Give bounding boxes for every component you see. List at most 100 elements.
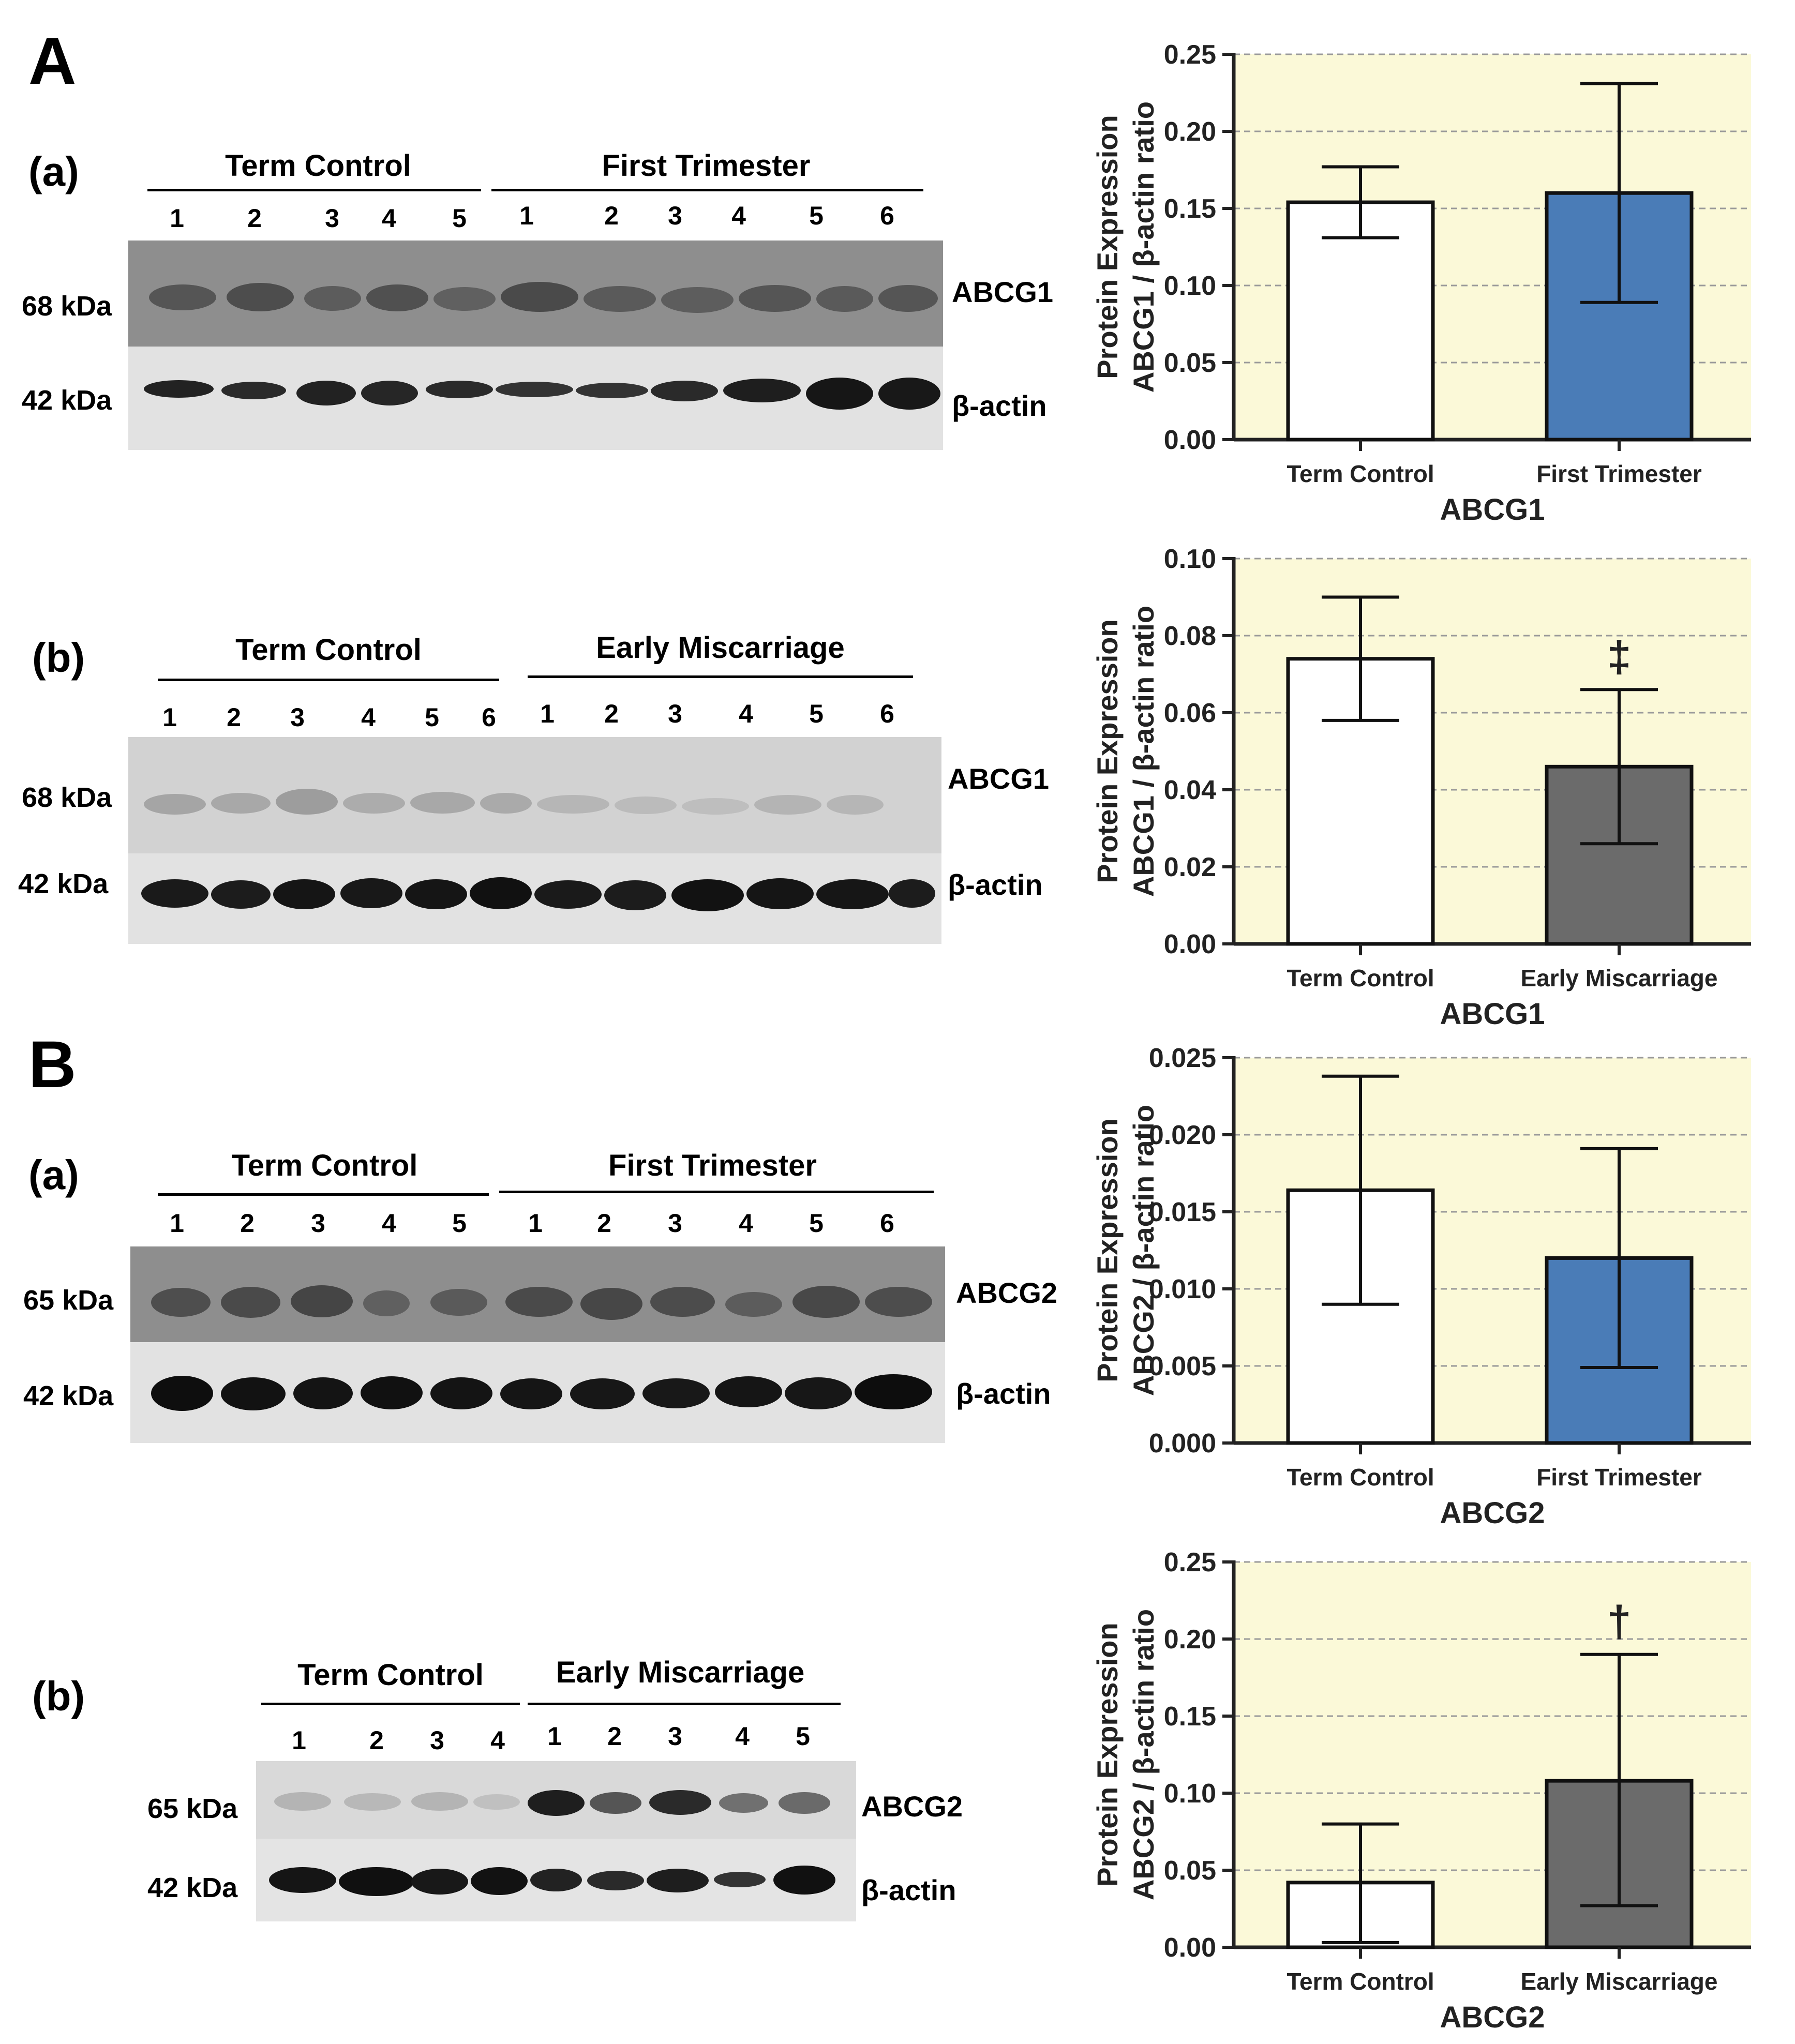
lane-number: 6 bbox=[880, 1209, 894, 1238]
y-tick-label: 0.15 bbox=[1164, 194, 1216, 224]
y-axis-title: Protein Expression bbox=[1091, 1622, 1124, 1886]
y-tick-label: 0.25 bbox=[1164, 1547, 1216, 1577]
lane-number: 6 bbox=[880, 699, 894, 728]
sub-label: (b) bbox=[32, 1673, 85, 1719]
blot-image-beta-actin bbox=[256, 1839, 856, 1921]
x-axis-title: ABCG2 bbox=[1440, 2001, 1545, 2034]
lane-number: 5 bbox=[809, 699, 824, 728]
kda-label: 42 kDa bbox=[22, 385, 112, 416]
sub-label: (a) bbox=[28, 148, 79, 194]
sub-label: (b) bbox=[32, 635, 85, 681]
lane-number: 3 bbox=[668, 699, 682, 728]
y-axis-title: Protein Expression bbox=[1091, 115, 1124, 379]
bar-chart-abcg2-early-miscarriage: 0.00 0.05 0.10 0.15 0.20 0.25 Term Control Earl… bbox=[1091, 1547, 1751, 2034]
lane-number: 1 bbox=[540, 699, 555, 728]
lane-number: 2 bbox=[604, 699, 619, 728]
lane-number: 4 bbox=[731, 201, 746, 230]
y-tick-label: 0.00 bbox=[1164, 929, 1216, 959]
lane-number: 1 bbox=[547, 1722, 562, 1751]
lane-number: 2 bbox=[240, 1209, 255, 1238]
group-label-term-control: Term Control bbox=[297, 1658, 484, 1692]
group-label-term-control: Term Control bbox=[225, 149, 411, 183]
group-label-early-miscarriage: Early Miscarriage bbox=[556, 1656, 805, 1689]
x-category-label: Term Control bbox=[1287, 460, 1434, 487]
lane-number: 4 bbox=[382, 1209, 396, 1238]
y-tick-label: 0.15 bbox=[1164, 1702, 1216, 1732]
lane-number: 6 bbox=[482, 703, 496, 732]
y-tick-label: 0.00 bbox=[1164, 425, 1216, 455]
lane-number: 4 bbox=[361, 703, 376, 732]
group-underline bbox=[147, 189, 481, 191]
group-underline bbox=[261, 1703, 520, 1705]
group-label-term-control: Term Control bbox=[231, 1149, 418, 1182]
protein-label-abcg1: ABCG1 bbox=[948, 762, 1050, 795]
y-tick-label: 0.02 bbox=[1164, 852, 1216, 882]
y-tick-label: 0.10 bbox=[1164, 1779, 1216, 1809]
y-tick-label: 0.05 bbox=[1164, 1856, 1216, 1886]
lane-number: 5 bbox=[452, 204, 467, 233]
y-tick-label: 0.015 bbox=[1149, 1197, 1216, 1227]
bar bbox=[1286, 200, 1435, 442]
y-tick-label: 0.025 bbox=[1149, 1043, 1216, 1073]
lane-number: 5 bbox=[809, 1209, 824, 1238]
lane-number: 3 bbox=[325, 204, 339, 233]
lane-number: 6 bbox=[880, 201, 894, 230]
lane-number: 3 bbox=[668, 201, 682, 230]
significance-marker: † bbox=[1607, 1597, 1632, 1646]
lane-number: 4 bbox=[739, 1209, 753, 1238]
y-tick-label: 0.20 bbox=[1164, 117, 1216, 147]
lane-number: 3 bbox=[668, 1722, 682, 1751]
protein-label-beta-actin: β-actin bbox=[952, 389, 1047, 422]
lane-number: 3 bbox=[668, 1209, 682, 1238]
x-axis-title: ABCG2 bbox=[1440, 1496, 1545, 1530]
lane-number: 4 bbox=[735, 1722, 750, 1751]
x-axis-title: ABCG1 bbox=[1440, 997, 1545, 1031]
blot-image-beta-actin bbox=[130, 1342, 945, 1443]
lane-number: 5 bbox=[796, 1722, 810, 1751]
lane-number: 1 bbox=[519, 201, 534, 230]
protein-label-abcg1: ABCG1 bbox=[952, 276, 1054, 308]
lane-number: 5 bbox=[452, 1209, 467, 1238]
lane-number: 3 bbox=[430, 1726, 444, 1755]
x-category-label: Early Miscarriage bbox=[1520, 965, 1717, 991]
panel-letter-b: B bbox=[28, 1028, 77, 1102]
kda-label: 68 kDa bbox=[22, 291, 112, 322]
group-label-early-miscarriage: Early Miscarriage bbox=[596, 631, 845, 665]
group-underline bbox=[528, 675, 913, 678]
blot-image-abcg2 bbox=[130, 1246, 945, 1342]
y-tick-label: 0.10 bbox=[1164, 271, 1216, 301]
bar-chart-abcg2-first-trimester: 0.000 0.005 0.010 0.015 0.020 0.025 Term Contr… bbox=[1091, 1043, 1751, 1530]
lane-number: 4 bbox=[490, 1726, 505, 1755]
lane-number: 2 bbox=[604, 201, 619, 230]
lane-number: 5 bbox=[425, 703, 439, 732]
lane-number: 3 bbox=[290, 703, 305, 732]
group-underline bbox=[491, 189, 923, 191]
protein-label-beta-actin: β-actin bbox=[956, 1377, 1051, 1410]
y-tick-label: 0.005 bbox=[1149, 1351, 1216, 1381]
bar-chart-abcg1-early-miscarriage: 0.00 0.02 0.04 0.06 0.08 0.10 Term Control Earl… bbox=[1091, 544, 1751, 1031]
lane-number: 2 bbox=[247, 204, 262, 233]
lane-number: 2 bbox=[369, 1726, 384, 1755]
blot-image-beta-actin bbox=[128, 347, 943, 450]
y-tick-label: 0.20 bbox=[1164, 1625, 1216, 1655]
group-underline bbox=[158, 679, 499, 681]
x-category-label: First Trimester bbox=[1536, 460, 1702, 487]
y-axis-title: ABCG1 / β-actin ratio bbox=[1127, 606, 1160, 897]
y-tick-label: 0.25 bbox=[1164, 40, 1216, 70]
sub-label: (a) bbox=[28, 1152, 79, 1198]
kda-label: 68 kDa bbox=[22, 782, 112, 813]
lane-number: 1 bbox=[170, 204, 184, 233]
protein-label-abcg2: ABCG2 bbox=[861, 1790, 963, 1823]
y-axis-title: Protein Expression bbox=[1091, 619, 1124, 883]
y-axis-title: ABCG1 / β-actin ratio bbox=[1127, 101, 1160, 393]
significance-marker: ‡ bbox=[1607, 632, 1632, 681]
lane-number: 2 bbox=[227, 703, 241, 732]
group-label-term-control: Term Control bbox=[235, 633, 422, 667]
lane-number: 3 bbox=[311, 1209, 325, 1238]
y-tick-label: 0.06 bbox=[1164, 698, 1216, 728]
y-tick-label: 0.00 bbox=[1164, 1933, 1216, 1963]
protein-label-beta-actin: β-actin bbox=[861, 1874, 956, 1906]
bar-chart-abcg1-first-trimester: 0.00 0.05 0.10 0.15 0.20 0.25 Term Control Firs… bbox=[1091, 40, 1751, 527]
y-tick-label: 0.000 bbox=[1149, 1429, 1216, 1459]
group-underline bbox=[499, 1191, 934, 1193]
